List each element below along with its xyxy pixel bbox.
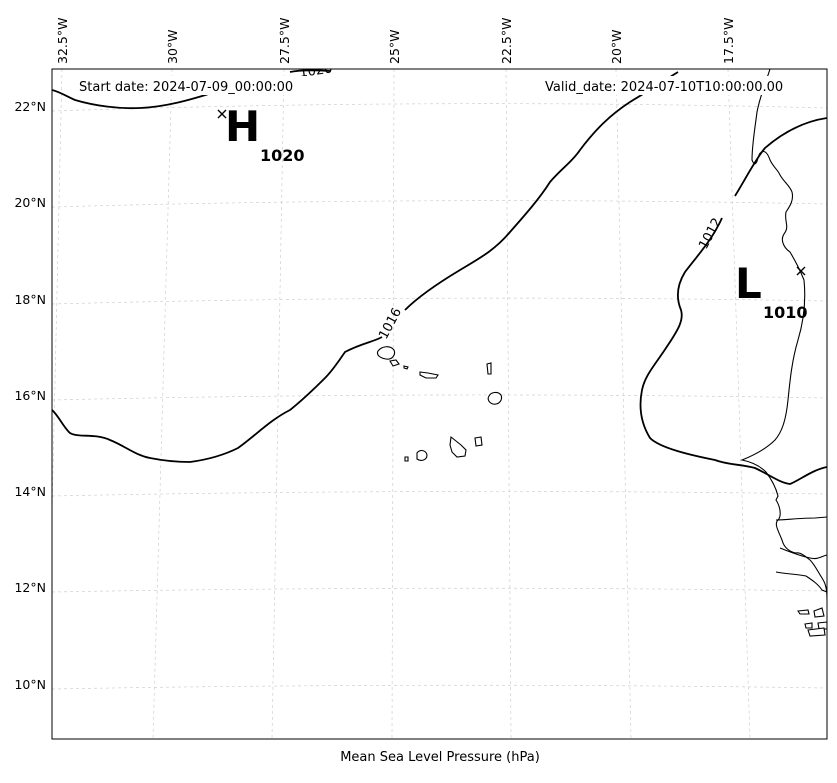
high-pressure-center: H 1020	[217, 102, 305, 165]
lon-tick-30w: 30°W	[165, 29, 180, 64]
lon-tick-27-5w: 27.5°W	[277, 18, 292, 64]
start-label-bg	[74, 76, 312, 95]
bijagos-island-2	[813, 607, 825, 618]
bijagos-island-5	[807, 627, 826, 637]
island-boa-vista	[487, 391, 503, 405]
lat-tick-16n: 16°N	[14, 388, 46, 403]
gambia-coast	[775, 516, 827, 521]
isobar-label-1020: 1020	[298, 62, 333, 81]
bijagos-island-3	[804, 622, 813, 629]
low-letter: L	[735, 259, 762, 308]
lat-tick-10n: 10°N	[14, 677, 46, 692]
island-sao-nicolau	[419, 371, 439, 379]
island-santa-luzia	[403, 365, 409, 370]
bijagos-island-1	[797, 609, 810, 615]
island-santiago	[449, 435, 467, 458]
island-sao-vicente	[389, 359, 400, 367]
low-value: 1010	[763, 303, 808, 322]
lat-tick-14n: 14°N	[14, 484, 46, 499]
isobar-label-1012: 1012	[696, 216, 725, 252]
lon-tick-25w: 25°W	[387, 29, 402, 64]
map-xlabel: Mean Sea Level Pressure (hPa)	[340, 750, 540, 765]
lat-tick-12n: 12°N	[14, 580, 46, 595]
isobar-1016	[52, 71, 679, 463]
low-center-marker	[796, 266, 806, 276]
island-brava	[404, 456, 409, 462]
valid-date-label: Valid_date: 2024-07-10T10:00:00.00	[545, 80, 783, 95]
guinea-bissau-coast	[775, 547, 827, 593]
high-letter: H	[225, 102, 260, 151]
bijagos-island-4	[817, 621, 827, 630]
start-date-label: Start date: 2024-07-09_00:00:00	[79, 80, 293, 95]
map-frame	[51, 68, 828, 740]
island-sal	[486, 362, 492, 375]
isobar-1020	[52, 85, 236, 110]
island-santo-antao	[376, 346, 396, 360]
isobar-1012	[639, 217, 827, 485]
isobar-1012-upper	[734, 117, 827, 197]
valid-label-bg	[540, 76, 806, 95]
lat-tick-18n: 18°N	[14, 292, 46, 307]
low-pressure-center: L 1010	[735, 259, 808, 322]
lon-tick-32-5w: 32.5°W	[55, 18, 70, 64]
longitude-tick-labels: 32.5°W 30°W 27.5°W 25°W 22.5°W 20°W 17.5…	[55, 18, 736, 64]
lon-tick-17-5w: 17.5°W	[721, 18, 736, 64]
island-maio	[474, 436, 483, 447]
graticule	[52, 69, 827, 739]
lat-tick-22n: 22°N	[14, 99, 46, 114]
isobar-label-1016: 1016	[376, 306, 405, 342]
high-value: 1020	[260, 146, 305, 165]
cape-verde-islands	[376, 346, 503, 462]
island-fogo	[416, 450, 428, 461]
latitude-tick-labels: 22°N 20°N 18°N 16°N 14°N 12°N 10°N	[14, 99, 46, 692]
africa-coastline	[740, 69, 827, 601]
lon-tick-22-5w: 22.5°W	[499, 18, 514, 64]
map-content: 1020 1016 1012	[52, 62, 827, 739]
high-center-marker	[217, 109, 227, 119]
lat-tick-20n: 20°N	[14, 195, 46, 210]
lon-tick-20w: 20°W	[609, 29, 624, 64]
isobar-1020-top	[289, 69, 331, 73]
